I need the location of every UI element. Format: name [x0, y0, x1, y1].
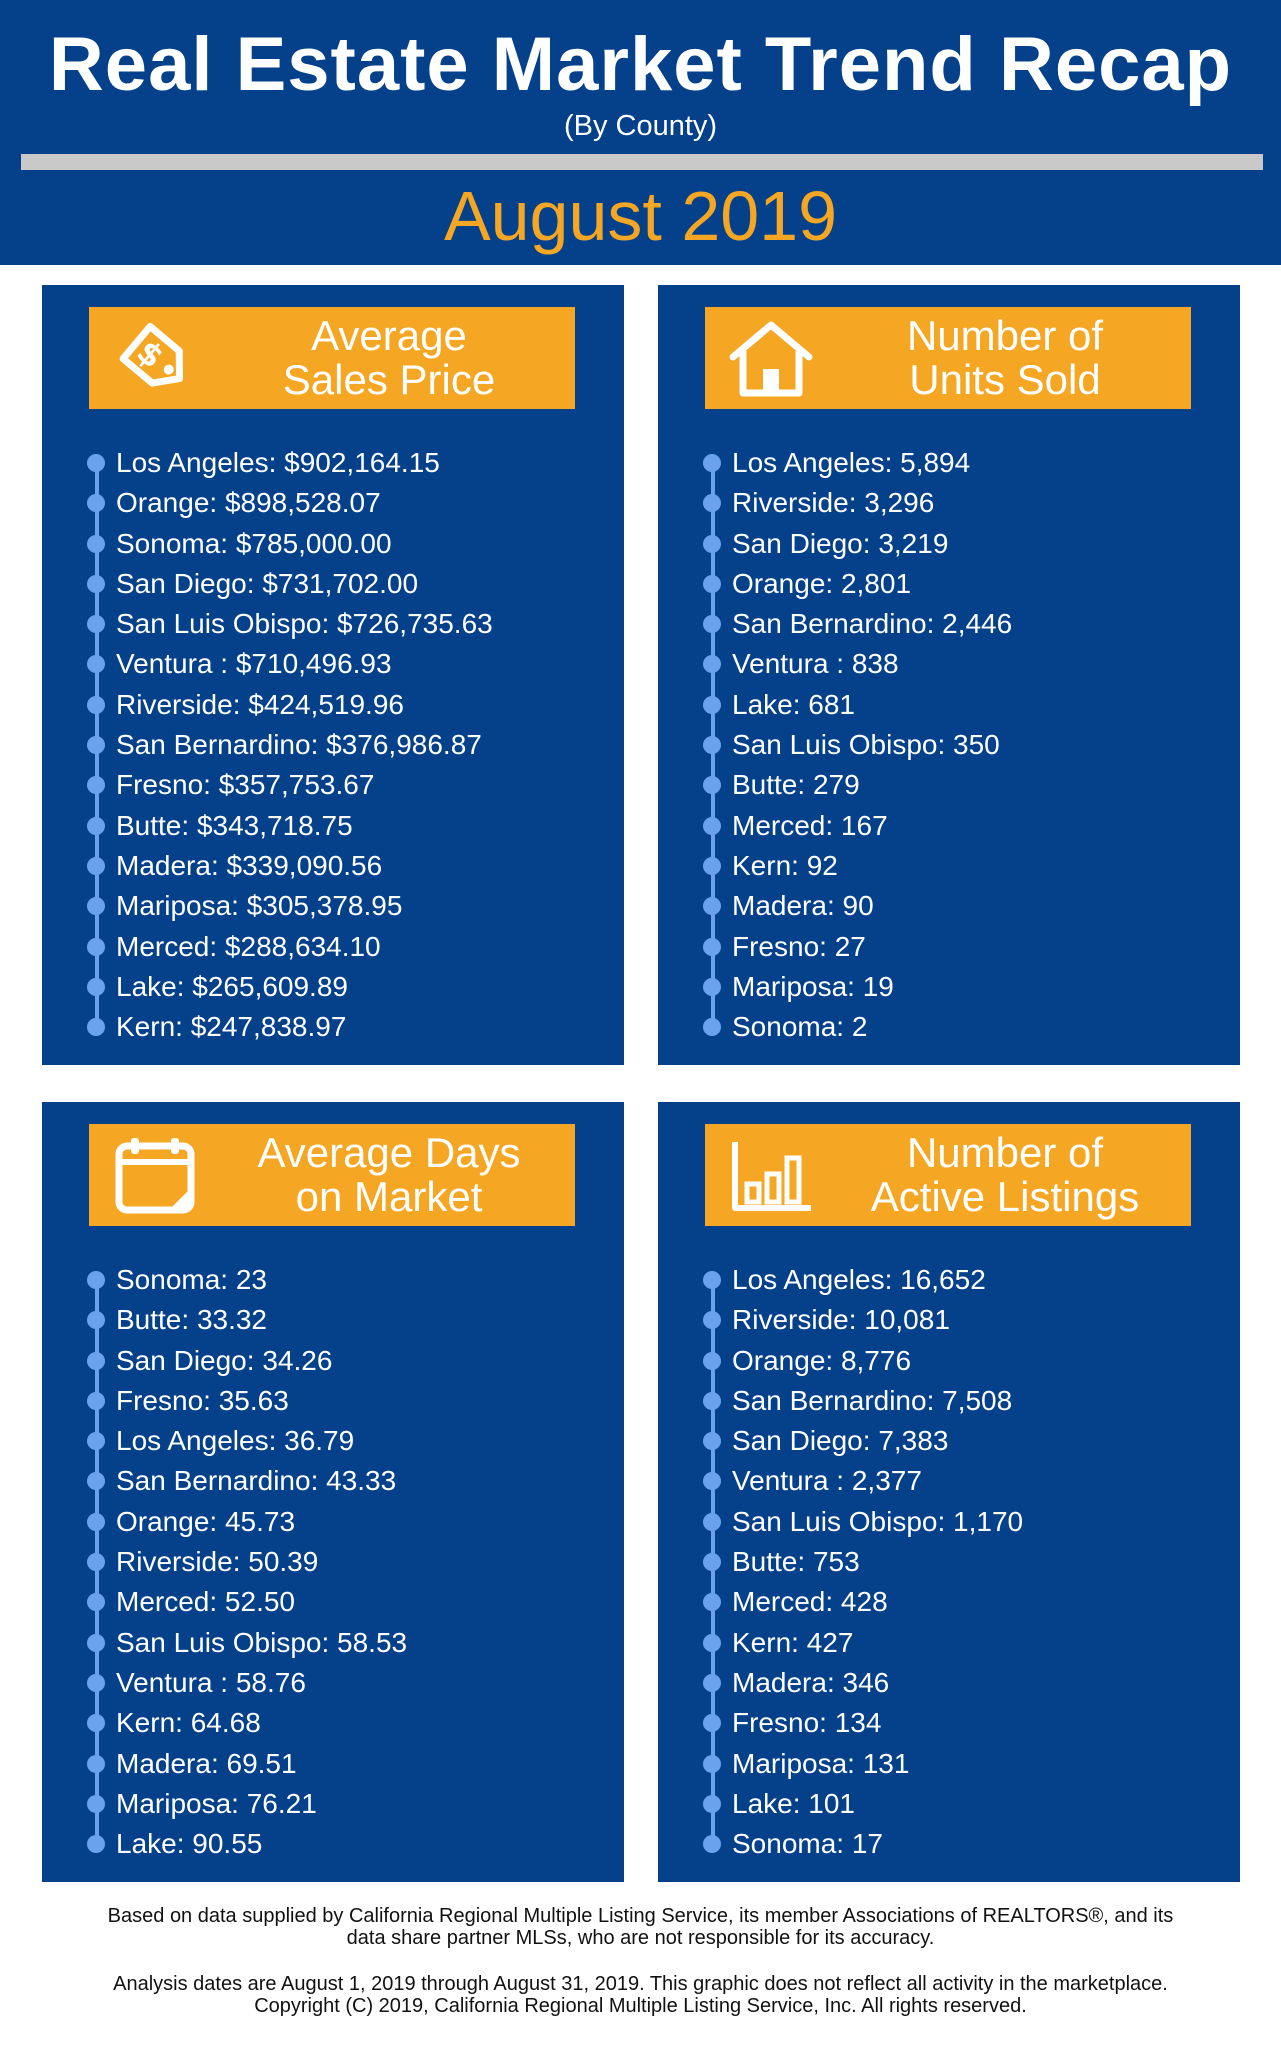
list-item: San Luis Obispo: 1,170	[702, 1502, 1222, 1542]
panel-active-listings: Number of Active Listings Los Angeles: 1…	[658, 1102, 1240, 1882]
list-item: Fresno: 134	[702, 1703, 1222, 1743]
list-item: Sonoma: $785,000.00	[86, 524, 606, 564]
list-item: Madera: $339,090.56	[86, 846, 606, 886]
list-item: Orange: 45.73	[86, 1502, 606, 1542]
heading-line-1: Average	[311, 312, 467, 359]
list-item: San Luis Obispo: $726,735.63	[86, 604, 606, 644]
list-item: Kern: 64.68	[86, 1703, 606, 1743]
footer-line: Copyright (C) 2019, California Regional …	[254, 1995, 1027, 2017]
report-month: August 2019	[443, 177, 838, 255]
list-item: San Bernardino: 7,508	[702, 1381, 1222, 1421]
list-item: Kern: 427	[702, 1623, 1222, 1663]
page-title: Real Estate Market Trend Recap	[48, 22, 1233, 107]
list-item: Fresno: 27	[702, 927, 1222, 967]
list-item: Los Angeles: 5,894	[702, 443, 1222, 483]
panel-heading-text: Number of Units Sold	[835, 311, 1175, 405]
header-banner: Real Estate Market Trend Recap (By Count…	[0, 0, 1281, 265]
list-item: Mariposa: 131	[702, 1744, 1222, 1784]
list-item: Butte: 279	[702, 765, 1222, 805]
footer-line: data share partner MLSs, who are not res…	[346, 1927, 935, 1949]
list-item: San Diego: 7,383	[702, 1421, 1222, 1461]
panel-heading: $ Average Sales Price	[89, 307, 575, 409]
list-item: Sonoma: 2	[702, 1007, 1222, 1047]
list-item: Ventura : 58.76	[86, 1663, 606, 1703]
list-item: Orange: 2,801	[702, 564, 1222, 604]
list-item: Lake: 101	[702, 1784, 1222, 1824]
list-item: Ventura : 2,377	[702, 1461, 1222, 1501]
list-item: San Diego: 34.26	[86, 1341, 606, 1381]
heading-line-1: Number of	[906, 1129, 1104, 1176]
list-item: Riverside: 50.39	[86, 1542, 606, 1582]
panel-units-sold: Number of Units Sold Los Angeles: 5,894 …	[658, 285, 1240, 1065]
list-item: Lake: 681	[702, 685, 1222, 725]
calendar-icon	[115, 1138, 195, 1214]
panel-heading: Number of Units Sold	[705, 307, 1191, 409]
list-item: Butte: 753	[702, 1542, 1222, 1582]
list-item: Los Angeles: $902,164.15	[86, 443, 606, 483]
heading-line-2: Units Sold	[909, 356, 1101, 403]
list-item: Los Angeles: 16,652	[702, 1260, 1222, 1300]
heading-line-1: Number of	[906, 312, 1104, 359]
bar-chart-icon	[732, 1142, 811, 1211]
list-item: Merced: 167	[702, 806, 1222, 846]
panel-heading: Number of Active Listings	[705, 1124, 1191, 1226]
panel-heading: Average Days on Market	[89, 1124, 575, 1226]
panel-heading-text: Average Sales Price	[219, 311, 559, 405]
list-item: Orange: $898,528.07	[86, 483, 606, 523]
price-tag-icon: $	[119, 322, 184, 387]
house-icon	[729, 321, 813, 397]
list-item: Madera: 69.51	[86, 1744, 606, 1784]
footer-line: Analysis dates are August 1, 2019 throug…	[113, 1973, 1168, 1995]
list-item: Fresno: $357,753.67	[86, 765, 606, 805]
heading-line-2: on Market	[295, 1173, 483, 1220]
data-source-note: Based on data supplied by California Reg…	[40, 1905, 1241, 1949]
list-item: Riverside: $424,519.96	[86, 685, 606, 725]
list-item: San Diego: $731,702.00	[86, 564, 606, 604]
copyright-note: Analysis dates are August 1, 2019 throug…	[40, 1973, 1241, 2017]
list-item: San Luis Obispo: 350	[702, 725, 1222, 765]
county-list: Sonoma: 23 Butte: 33.32 San Diego: 34.26…	[86, 1260, 606, 1864]
panel-heading-text: Number of Active Listings	[835, 1128, 1175, 1222]
list-item: San Bernardino: 2,446	[702, 604, 1222, 644]
heading-line-2: Active Listings	[870, 1173, 1140, 1220]
heading-line-2: Sales Price	[282, 356, 496, 403]
list-item: Lake: 90.55	[86, 1824, 606, 1864]
panel-average-sales-price: $ Average Sales Price Los Angeles: $902,…	[42, 285, 624, 1065]
list-item: San Diego: 3,219	[702, 524, 1222, 564]
footer-line: Based on data supplied by California Reg…	[107, 1905, 1174, 1927]
heading-line-1: Average Days	[257, 1129, 521, 1176]
county-list: Los Angeles: $902,164.15 Orange: $898,52…	[86, 443, 606, 1047]
list-item: Riverside: 3,296	[702, 483, 1222, 523]
list-item: Kern: 92	[702, 846, 1222, 886]
header-divider	[21, 154, 1263, 170]
list-item: Ventura : 838	[702, 644, 1222, 684]
list-item: Mariposa: 76.21	[86, 1784, 606, 1824]
list-item: Merced: $288,634.10	[86, 927, 606, 967]
list-item: Sonoma: 23	[86, 1260, 606, 1300]
panel-average-days-on-market: Average Days on Market Sonoma: 23 Butte:…	[42, 1102, 624, 1882]
county-list: Los Angeles: 5,894 Riverside: 3,296 San …	[702, 443, 1222, 1047]
list-item: Los Angeles: 36.79	[86, 1421, 606, 1461]
list-item: Riverside: 10,081	[702, 1300, 1222, 1340]
list-item: San Bernardino: 43.33	[86, 1461, 606, 1501]
panel-heading-text: Average Days on Market	[219, 1128, 559, 1222]
list-item: Butte: 33.32	[86, 1300, 606, 1340]
list-item: Butte: $343,718.75	[86, 806, 606, 846]
list-item: San Bernardino: $376,986.87	[86, 725, 606, 765]
list-item: Merced: 52.50	[86, 1582, 606, 1622]
list-item: Mariposa: 19	[702, 967, 1222, 1007]
list-item: San Luis Obispo: 58.53	[86, 1623, 606, 1663]
list-item: Madera: 90	[702, 886, 1222, 926]
list-item: Lake: $265,609.89	[86, 967, 606, 1007]
county-list: Los Angeles: 16,652 Riverside: 10,081 Or…	[702, 1260, 1222, 1864]
list-item: Orange: 8,776	[702, 1341, 1222, 1381]
list-item: Merced: 428	[702, 1582, 1222, 1622]
list-item: Madera: 346	[702, 1663, 1222, 1703]
list-item: Mariposa: $305,378.95	[86, 886, 606, 926]
page-subtitle: (By County)	[563, 110, 718, 142]
list-item: Ventura : $710,496.93	[86, 644, 606, 684]
list-item: Kern: $247,838.97	[86, 1007, 606, 1047]
list-item: Fresno: 35.63	[86, 1381, 606, 1421]
list-item: Sonoma: 17	[702, 1824, 1222, 1864]
